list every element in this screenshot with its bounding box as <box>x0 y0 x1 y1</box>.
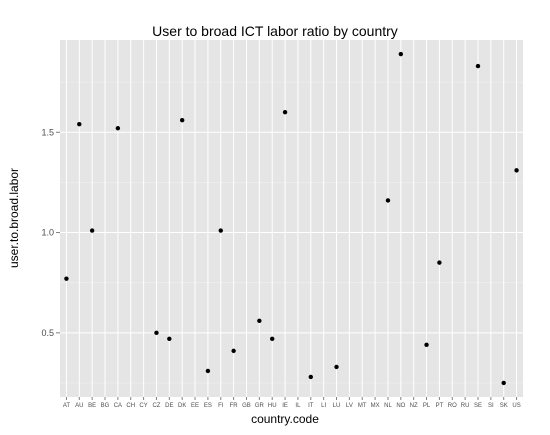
x-tick-label: SK <box>500 403 508 409</box>
data-point-at <box>64 276 69 281</box>
x-tick-label: LU <box>333 403 341 409</box>
data-point-ie <box>282 110 288 115</box>
x-tick-label: IT <box>308 403 314 409</box>
x-tick-label: SE <box>474 403 482 409</box>
y-tick-label: 0.5 <box>41 328 54 338</box>
x-tick-label: CH <box>126 403 135 409</box>
x-tick-label: FR <box>230 403 239 409</box>
data-point-cz <box>154 330 159 336</box>
data-point-lu <box>334 364 339 370</box>
x-tick-label: GR <box>255 403 265 409</box>
grid-lines <box>60 40 523 397</box>
data-point-se <box>475 63 481 69</box>
x-tick-label: NO <box>396 403 405 409</box>
x-tick-label: IE <box>282 403 288 409</box>
x-tick-label: HU <box>268 403 277 409</box>
x-tick-label: NL <box>384 403 392 409</box>
x-tick-label: ES <box>204 403 212 409</box>
x-tick-label: BG <box>101 403 110 409</box>
x-tick-label: LI <box>321 403 326 409</box>
x-tick-label: AU <box>75 403 83 409</box>
chart-title: User to broad ICT labor ratio by country <box>152 23 398 39</box>
y-tick-label: 1.5 <box>41 127 54 137</box>
data-point-hu <box>270 336 275 342</box>
x-tick-label: CA <box>114 403 122 409</box>
data-point-fi <box>218 228 223 233</box>
data-point-us <box>514 168 519 173</box>
data-point-sk <box>501 380 506 386</box>
x-tick-label: AT <box>63 403 71 409</box>
plot-panel <box>60 40 523 397</box>
x-tick-label: GB <box>242 403 251 409</box>
x-tick-label: EE <box>191 403 199 409</box>
data-point-dk <box>179 118 185 123</box>
data-point-it <box>308 374 313 380</box>
x-axis-title: country.code <box>251 412 319 426</box>
x-tick-label: MX <box>371 403 380 409</box>
data-point-gr <box>257 318 262 323</box>
x-tick-label: BE <box>88 403 96 409</box>
x-tick-label: RO <box>448 403 457 409</box>
axis-ticks: 0.5 1.0 1.5 AT AU BE BG CA CH CY CZ DE DK EE ES FI FR GB G… <box>41 127 520 409</box>
y-axis-title: user.to.broad.labor <box>7 168 21 268</box>
data-point-de <box>167 336 172 342</box>
data-point-au <box>77 122 82 127</box>
data-points <box>64 51 519 386</box>
x-tick-label: US <box>512 403 520 409</box>
x-tick-label: CY <box>139 403 147 409</box>
data-point-ca <box>115 126 121 131</box>
x-tick-label: PL <box>423 403 431 409</box>
data-point-nl <box>385 198 391 203</box>
x-tick-label: NZ <box>410 403 418 409</box>
x-tick-label: FI <box>218 403 224 409</box>
x-tick-label: DK <box>178 403 186 409</box>
data-point-es <box>205 368 211 374</box>
x-tick-label: CZ <box>152 403 160 409</box>
x-tick-label: LV <box>346 403 353 409</box>
x-tick-label: RU <box>461 403 470 409</box>
data-point-pl <box>424 342 429 348</box>
data-point-no <box>398 51 404 57</box>
x-tick-label: SI <box>488 403 494 409</box>
x-tick-label: MT <box>358 403 367 409</box>
x-tick-label: PT <box>436 403 444 409</box>
data-point-fr <box>231 348 236 354</box>
data-point-pt <box>437 260 442 265</box>
x-tick-label: DE <box>165 403 173 409</box>
data-point-be <box>89 228 95 233</box>
x-tick-label: IL <box>295 403 301 409</box>
y-tick-label: 1.0 <box>41 228 54 238</box>
